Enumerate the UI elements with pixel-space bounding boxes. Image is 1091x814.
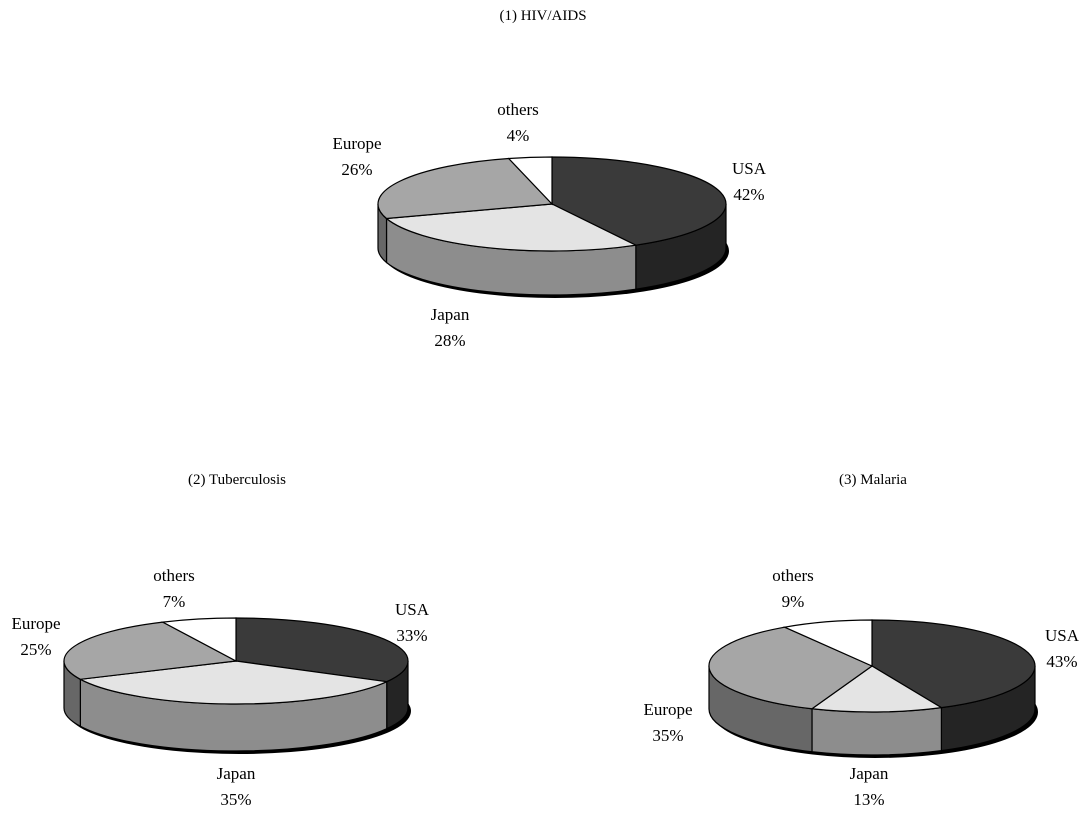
- label-value: 33%: [396, 626, 428, 645]
- label-name: USA: [1044, 626, 1080, 645]
- chart-title-malaria: (3) Malaria: [839, 472, 907, 488]
- label-name: Europe: [332, 134, 382, 153]
- label-name: Europe: [643, 700, 693, 719]
- label-hiv-others: others 4%: [497, 97, 539, 149]
- pie-tb: [63, 617, 411, 754]
- slice-side-japan: [811, 706, 943, 756]
- label-name: others: [497, 100, 539, 119]
- slice-japan: [810, 665, 944, 713]
- label-malaria-europe: Europe 35%: [643, 697, 692, 749]
- slice-europe: [708, 626, 874, 710]
- label-name: others: [772, 566, 814, 585]
- slice-others: [782, 619, 873, 667]
- label-value: 7%: [162, 592, 186, 611]
- slice-usa: [551, 156, 727, 246]
- label-name: Japan: [216, 764, 256, 783]
- label-value: 28%: [434, 331, 466, 350]
- label-tb-usa: USA 33%: [395, 597, 429, 649]
- label-name: Japan: [430, 305, 470, 324]
- label-name: USA: [394, 600, 430, 619]
- pie-malaria: [708, 619, 1038, 758]
- pie-hiv: [377, 156, 729, 298]
- label-name: USA: [731, 159, 767, 178]
- slice-others: [507, 156, 553, 206]
- label-value: 42%: [733, 185, 765, 204]
- label-value: 35%: [220, 790, 252, 809]
- label-malaria-japan: Japan 13%: [850, 761, 889, 813]
- slice-japan: [78, 660, 389, 705]
- label-malaria-usa: USA 43%: [1045, 623, 1079, 675]
- chart-title-tuberculosis: (2) Tuberculosis: [188, 472, 286, 488]
- slice-usa: [235, 617, 409, 683]
- label-hiv-europe: Europe 26%: [332, 131, 381, 183]
- slice-europe: [63, 621, 238, 680]
- slice-others: [160, 617, 237, 662]
- label-malaria-others: others 9%: [772, 563, 814, 615]
- slice-japan: [385, 203, 638, 252]
- label-value: 13%: [853, 790, 885, 809]
- label-value: 26%: [341, 160, 373, 179]
- label-name: Japan: [849, 764, 889, 783]
- label-tb-europe: Europe 25%: [11, 611, 60, 663]
- slice-europe: [377, 157, 554, 220]
- label-value: 43%: [1046, 652, 1078, 671]
- label-hiv-japan: Japan 28%: [431, 302, 470, 354]
- label-value: 25%: [20, 640, 52, 659]
- label-hiv-usa: USA 42%: [732, 156, 766, 208]
- label-value: 9%: [781, 592, 805, 611]
- label-name: others: [153, 566, 195, 585]
- label-name: Europe: [11, 614, 61, 633]
- label-value: 4%: [506, 126, 530, 145]
- label-tb-japan: Japan 35%: [217, 761, 256, 813]
- chart-title-hiv: (1) HIV/AIDS: [499, 8, 587, 24]
- label-tb-others: others 7%: [153, 563, 195, 615]
- label-value: 35%: [652, 726, 684, 745]
- slice-usa: [871, 619, 1036, 709]
